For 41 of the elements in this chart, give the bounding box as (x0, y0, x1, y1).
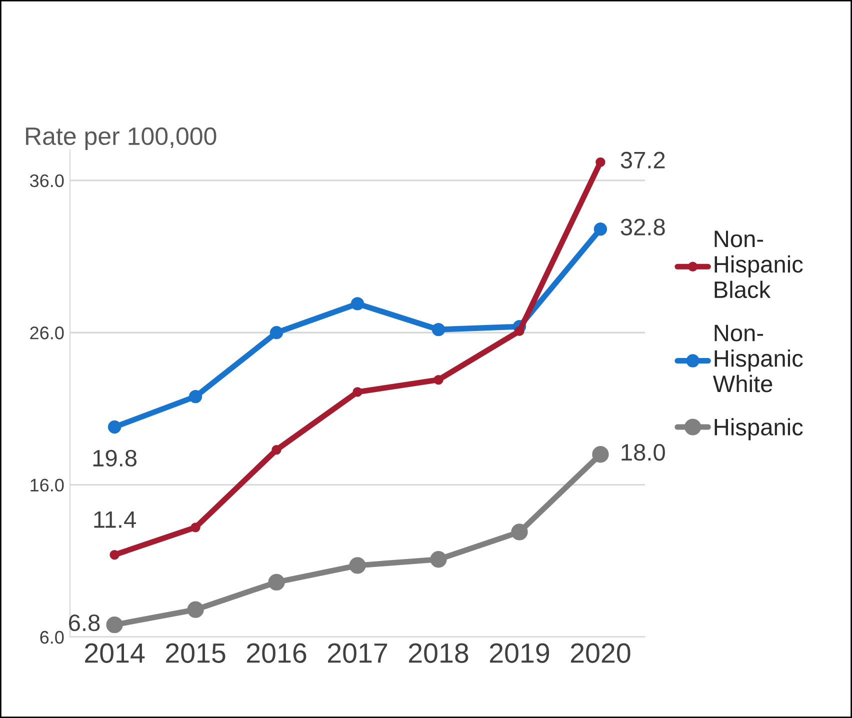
point (594, 222, 608, 236)
point (106, 616, 123, 634)
x-tick-label: 2019 (490, 643, 550, 663)
point (110, 550, 120, 560)
x-tick-label: 2018 (408, 643, 468, 663)
point (434, 374, 444, 385)
point (352, 387, 362, 397)
data-label: 37.2 (620, 152, 665, 169)
point (270, 326, 284, 340)
legend-label: Hispanic (714, 418, 803, 440)
point (432, 322, 446, 336)
point (350, 297, 364, 310)
data-label: 32.8 (620, 218, 665, 236)
point (430, 551, 447, 568)
point (188, 390, 202, 404)
y-axis-title: Rate per 100,000 (26, 127, 216, 150)
x-tick-label: 2016 (247, 643, 306, 663)
legend-label: Non- Hispanic Black (714, 230, 803, 298)
point (187, 601, 204, 618)
point (596, 157, 606, 168)
y-tick-label: 36.0 (30, 174, 64, 188)
x-tick-label: 2015 (166, 643, 226, 663)
data-label: 19.8 (93, 450, 136, 467)
x-tick-label: 2017 (328, 643, 388, 663)
data-label: 18.0 (622, 444, 665, 461)
data-label: 6.8 (69, 614, 100, 632)
y-tick-label: 6.0 (40, 630, 64, 644)
y-tick-label: 26.0 (30, 326, 64, 340)
point (514, 326, 524, 336)
legend-label: Non- Hispanic White (712, 324, 803, 392)
point (511, 524, 528, 540)
point (108, 420, 122, 434)
point (592, 446, 609, 463)
point (190, 522, 200, 532)
x-tick-label: 2020 (570, 643, 630, 663)
point (349, 557, 366, 574)
x-tick-label: 2014 (85, 643, 145, 663)
point (272, 444, 282, 455)
data-label: 11.4 (94, 511, 136, 528)
y-tick-label: 16.0 (30, 478, 64, 492)
point (268, 574, 285, 591)
